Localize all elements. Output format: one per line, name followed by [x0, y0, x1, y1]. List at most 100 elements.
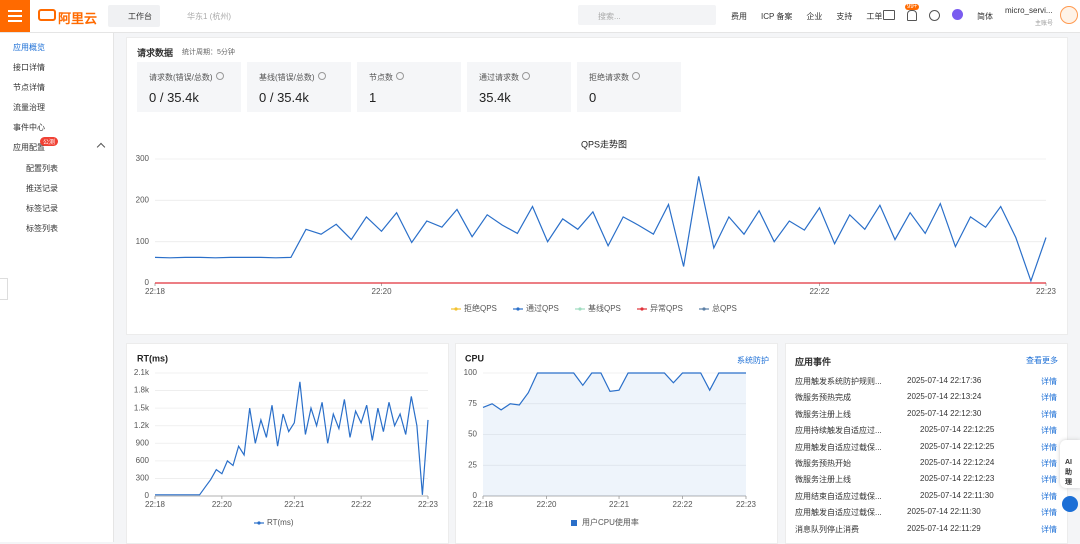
event-action[interactable]: 详情	[1041, 508, 1057, 518]
search-placeholder: 搜索...	[598, 12, 621, 21]
user-role: 主账号	[1035, 21, 1054, 27]
events-title: 应用事件	[795, 357, 832, 367]
header-links: 费用 ICP 备案 企业 支持 工单	[731, 11, 882, 22]
nav-item[interactable]: 事件中心	[13, 123, 45, 132]
stat-card	[247, 62, 351, 112]
event-time: 2025-07-14 22:12:30	[907, 408, 982, 418]
search-box[interactable]	[578, 5, 716, 25]
assistant-tab[interactable]	[1060, 440, 1080, 488]
stat-card	[357, 62, 461, 112]
nav-item[interactable]: 应用配置	[13, 143, 45, 152]
nav-item[interactable]: 应用概览	[13, 43, 45, 52]
logo[interactable]: 阿里云	[58, 11, 98, 26]
event-time: 2025-07-14 22:12:24	[920, 458, 995, 467]
stat-label: 拒绝请求数	[589, 73, 629, 82]
workbench-label: 工作台	[128, 12, 152, 21]
event-time: 2025-07-14 22:11:29	[907, 523, 981, 533]
header-link[interactable]: 企业	[806, 12, 823, 21]
stat-label: 基线(错误/总数)	[259, 73, 315, 82]
language[interactable]: 简体	[977, 12, 993, 21]
header-link[interactable]: 工单	[866, 12, 883, 21]
info-icon	[632, 72, 640, 80]
event-action[interactable]: 详情	[1041, 409, 1057, 419]
stat-value: 0	[589, 90, 597, 105]
nav-subitem[interactable]: 标签列表	[26, 224, 58, 233]
header-link[interactable]: ICP 备案	[761, 12, 793, 21]
event-name: 微服务预热完成	[795, 393, 851, 403]
info-icon	[396, 72, 404, 80]
info-icon	[318, 72, 326, 80]
event-time: 2025-07-14 22:11:30	[907, 507, 981, 517]
event-action[interactable]: 详情	[1041, 459, 1057, 468]
event-action[interactable]: 详情	[1041, 377, 1057, 386]
event-name: 微服务预热开始	[795, 459, 851, 468]
event-time: 2025-07-14 22:12:23	[920, 474, 995, 484]
event-action[interactable]: 详情	[1041, 393, 1057, 403]
event-name: 微服务注册上线	[795, 475, 851, 485]
sidebar: 应用概览接口详情节点详情流量治理事件中心应用配置 公测配置列表推送记录标签记录标签…	[0, 33, 114, 542]
stat-label: 节点数	[369, 73, 393, 82]
events-more[interactable]: 查看更多	[1026, 356, 1058, 365]
user-name[interactable]: micro_servi...	[1005, 6, 1053, 15]
help-icon[interactable]	[929, 10, 940, 21]
event-name: 应用持续触发自适应过...	[795, 426, 882, 436]
stat-value: 35.4k	[479, 90, 511, 105]
info-icon	[522, 72, 530, 80]
event-action[interactable]: 详情	[1041, 426, 1057, 436]
event-action[interactable]: 详情	[1041, 475, 1057, 485]
stat-value: 0 / 35.4k	[149, 90, 199, 105]
nav-item[interactable]: 接口详情	[13, 63, 45, 72]
header-link[interactable]: 支持	[836, 12, 853, 21]
nav-item[interactable]: 节点详情	[13, 83, 45, 92]
collapse-handle[interactable]	[0, 278, 8, 300]
cpu-panel	[455, 343, 778, 544]
event-action[interactable]: 详情	[1041, 491, 1057, 501]
header-link[interactable]: 费用	[731, 12, 747, 21]
event-action[interactable]: 详情	[1041, 442, 1057, 452]
event-time: 2025-07-14 22:17:36	[907, 376, 982, 385]
scroll-button[interactable]	[1062, 496, 1078, 512]
notification-badge: 99+	[905, 4, 920, 10]
menu-button[interactable]	[0, 0, 30, 32]
avatar[interactable]	[1060, 6, 1078, 24]
event-action[interactable]: 详情	[1041, 524, 1057, 534]
event-time: 2025-07-14 22:13:24	[907, 392, 982, 402]
nav-subitem[interactable]: 配置列表	[26, 164, 58, 173]
nav-subitem[interactable]: 标签记录	[26, 204, 58, 213]
info-icon	[216, 72, 224, 80]
stat-card	[467, 62, 571, 112]
event-name: 应用结束自适应过载保...	[795, 491, 882, 501]
ai-icon[interactable]	[952, 9, 963, 20]
request-period: 统计周期：5分钟	[182, 49, 235, 56]
stat-value: 1	[369, 90, 377, 105]
stat-card	[137, 62, 241, 112]
event-time: 2025-07-14 22:12:25	[920, 441, 995, 451]
event-name: 应用触发自适应过载保...	[795, 508, 882, 518]
event-name: 应用触发系统防护规则...	[795, 377, 882, 386]
rt-panel	[126, 343, 449, 544]
event-time: 2025-07-14 22:12:25	[920, 425, 995, 435]
top-bar: 阿里云 工作台 华东1 (杭州) 搜索... 费用 ICP 备案 企业 支持 工单 99…	[0, 0, 1080, 33]
message-icon[interactable]	[883, 10, 895, 20]
workbench-tab[interactable]	[108, 5, 160, 27]
nav-item[interactable]: 流量治理	[13, 103, 45, 112]
event-name: 消息队列停止消费	[795, 524, 859, 534]
chevron[interactable]	[96, 142, 106, 152]
logo-icon	[38, 9, 56, 21]
stat-value: 0 / 35.4k	[259, 90, 309, 105]
events-panel	[785, 343, 1068, 544]
region-select[interactable]: 华东1 (杭州)	[187, 12, 231, 21]
stat-label: 通过请求数	[479, 73, 519, 82]
stat-label: 请求数(错误/总数)	[149, 73, 213, 82]
request-title: 请求数据	[137, 48, 174, 58]
nav-badge: 公测	[40, 137, 59, 146]
stat-card	[577, 62, 681, 112]
assistant-label: AI助理	[1065, 459, 1072, 486]
event-name: 微服务注册上线	[795, 409, 851, 419]
event-time: 2025-07-14 22:11:30	[920, 490, 994, 500]
nav-subitem[interactable]: 推送记录	[26, 184, 58, 193]
bell-icon[interactable]	[907, 10, 917, 21]
system-protection-link[interactable]: 系统防护	[737, 356, 769, 365]
event-name: 应用触发自适应过载保...	[795, 442, 882, 452]
